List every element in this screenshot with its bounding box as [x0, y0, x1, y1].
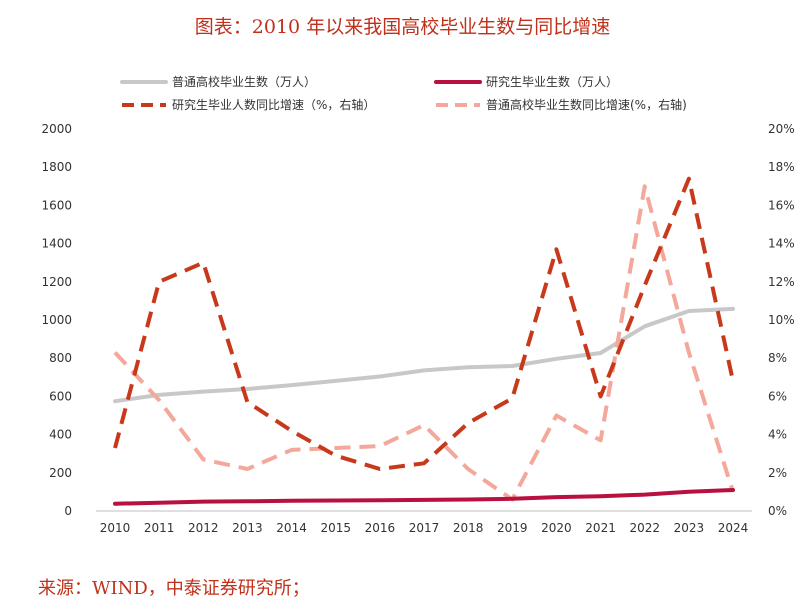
- y-right-tick-label: 12%: [768, 275, 795, 289]
- y-left-tick-label: 1400: [41, 237, 72, 251]
- series-line-2: [113, 488, 735, 506]
- y-right-tick-label: 6%: [768, 389, 787, 403]
- x-tick-label: 2022: [629, 521, 660, 535]
- x-tick-label: 2019: [497, 521, 528, 535]
- x-tick-label: 2024: [718, 521, 749, 535]
- x-tick-label: 2011: [144, 521, 175, 535]
- y-right-tick-label: 0%: [768, 504, 787, 518]
- y-right-tick-label: 10%: [768, 313, 795, 327]
- x-tick-label: 2014: [276, 521, 307, 535]
- x-tick-label: 2012: [188, 521, 219, 535]
- series-line-1: [113, 306, 735, 404]
- x-tick-label: 2013: [232, 521, 263, 535]
- series-points-4: [115, 186, 733, 499]
- y-left-tick-label: 1200: [41, 275, 72, 289]
- y-right-tick-label: 20%: [768, 122, 795, 136]
- y-right-tick-label: 4%: [768, 428, 787, 442]
- source-note: 来源：WIND，中泰证券研究所；: [38, 578, 310, 599]
- y-left-tick-label: 600: [49, 389, 72, 403]
- axes: 0 200 400 600 800 1000 1200 1400 1600 1800 2000 0% 2…: [41, 122, 794, 535]
- series-line-3: [113, 176, 735, 471]
- y-right-tick-label: 16%: [768, 198, 795, 212]
- x-tick-label: 2023: [674, 521, 705, 535]
- y-right-tick-label: 8%: [768, 351, 787, 365]
- legend-label: 普通高校毕业生数同比增速(%，右轴): [486, 97, 687, 112]
- chart-title: 图表：2010 年以来我国高校毕业生数与同比增速: [194, 16, 611, 38]
- x-tick-label: 2017: [409, 521, 440, 535]
- x-tick-label: 2016: [365, 521, 396, 535]
- y-right-tick-label: 18%: [768, 160, 795, 174]
- x-tick-label: 2015: [320, 521, 351, 535]
- y-right-tick-label: 14%: [768, 237, 795, 251]
- legend: 普通高校毕业生数（万人） 研究生毕业生数（万人） 研究生毕业人数同比增速（%，右轴）…: [120, 74, 687, 112]
- y-left-tick-label: 2000: [41, 122, 72, 136]
- x-tick-label: 2018: [453, 521, 484, 535]
- legend-label: 普通高校毕业生数（万人）: [172, 74, 316, 89]
- y-right-tick-label: 2%: [768, 466, 787, 480]
- series-line-4: [113, 184, 735, 502]
- x-tick-label: 2020: [541, 521, 572, 535]
- series-points-1: [115, 309, 733, 401]
- series-layer: [113, 176, 735, 506]
- x-tick-label: 2021: [585, 521, 616, 535]
- legend-label: 研究生毕业人数同比增速（%，右轴）: [172, 97, 375, 112]
- y-left-tick-label: 1600: [41, 198, 72, 212]
- y-left-tick-label: 400: [49, 428, 72, 442]
- y-left-tick-label: 0: [64, 504, 72, 518]
- y-left-tick-label: 200: [49, 466, 72, 480]
- y-left-tick-label: 1800: [41, 160, 72, 174]
- y-left-tick-label: 800: [49, 351, 72, 365]
- legend-label: 研究生毕业生数（万人）: [486, 74, 618, 89]
- y-left-tick-label: 1000: [41, 313, 72, 327]
- x-tick-label: 2010: [100, 521, 131, 535]
